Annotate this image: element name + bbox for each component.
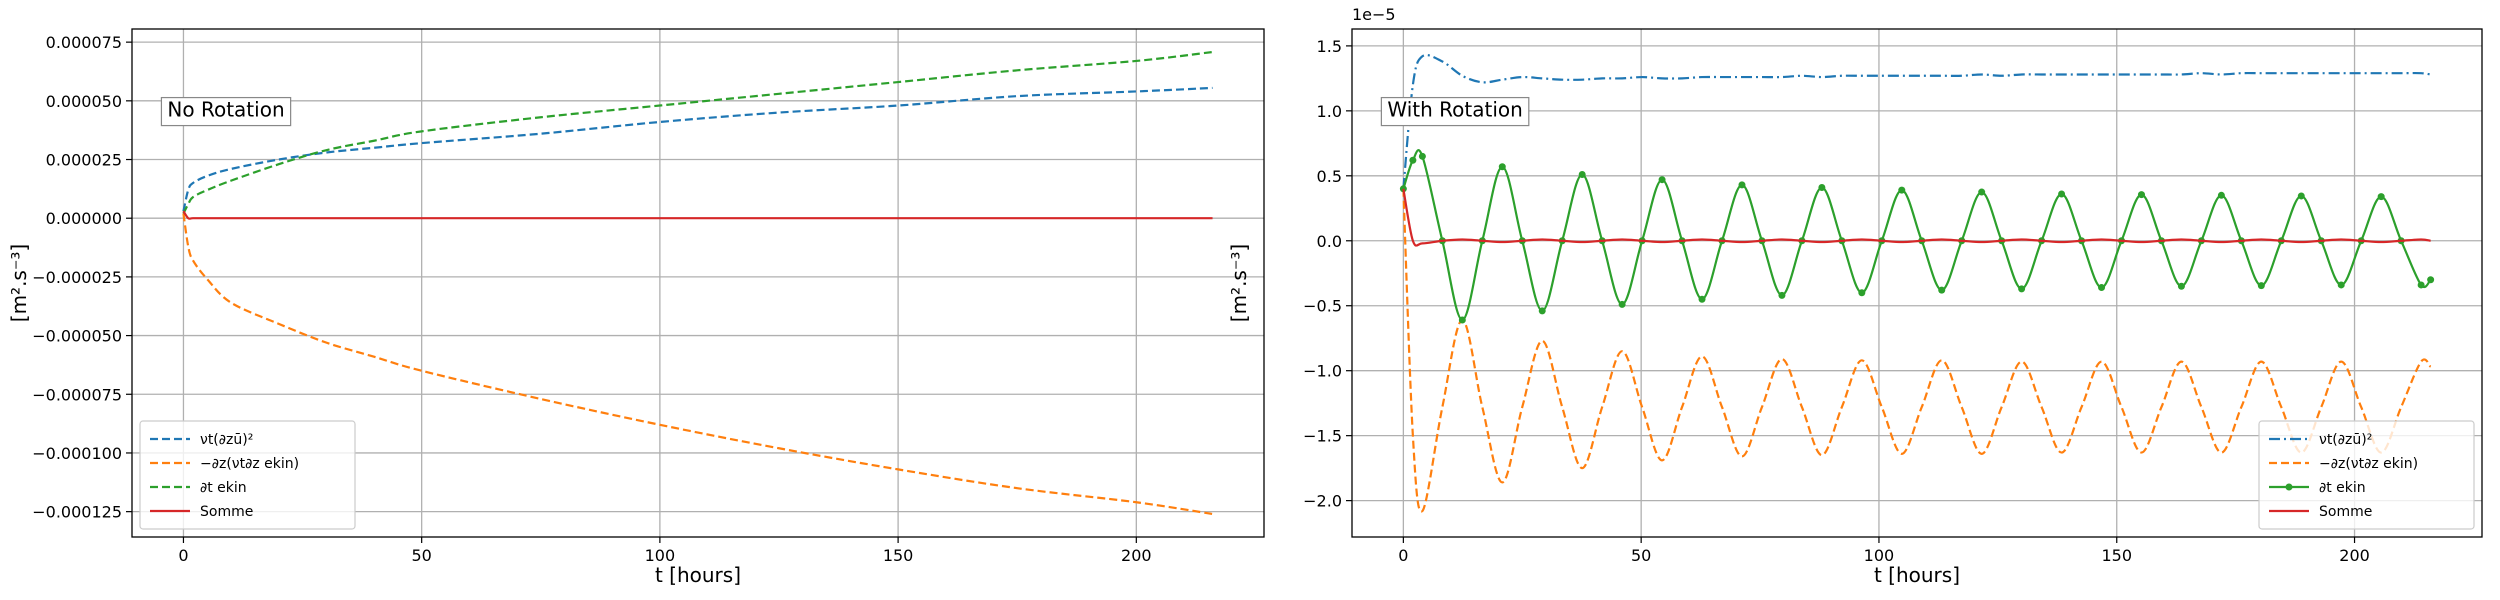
series-line — [1402, 188, 2431, 247]
y-axis-label: [m².s⁻³] — [1227, 244, 1251, 322]
legend-box — [2258, 420, 2475, 530]
data-point — [1409, 156, 1417, 164]
y-tick-label: 0.000025 — [46, 151, 122, 170]
x-tick-label: 200 — [2339, 546, 2370, 565]
data-point — [2217, 191, 2225, 199]
legend-box — [139, 420, 356, 530]
y-tick-label: 0.000050 — [46, 92, 122, 111]
plot-area — [1399, 53, 2435, 513]
data-point — [2257, 282, 2265, 290]
data-point — [1418, 152, 1426, 160]
axes-frame — [131, 28, 1265, 538]
data-point — [1458, 316, 1466, 324]
series-line — [1402, 53, 2431, 189]
data-point — [2377, 193, 2385, 201]
y-tick-label: −2.0 — [1303, 492, 1342, 511]
axes-frame — [1351, 28, 2483, 538]
y-tick-label: 0.000075 — [46, 33, 122, 52]
annotation: No Rotation — [167, 98, 284, 122]
series-line — [182, 50, 1213, 215]
annotation: With Rotation — [1387, 98, 1522, 122]
data-point — [1658, 176, 1666, 184]
legend-label: Somme — [200, 504, 253, 520]
y-tick-label: 0.0 — [1317, 232, 1342, 251]
annotation-box — [1380, 96, 1530, 127]
y-tick-label: 0.000000 — [46, 209, 122, 228]
data-point — [1938, 286, 1946, 294]
data-point — [2098, 284, 2106, 292]
data-point — [1618, 300, 1626, 308]
data-point — [1578, 171, 1586, 179]
data-point — [1538, 307, 1546, 315]
x-tick-label: 100 — [1864, 546, 1895, 565]
y-tick-label: −0.000050 — [32, 327, 122, 346]
x-tick-label: 50 — [1631, 546, 1651, 565]
annotation-box — [160, 96, 292, 127]
x-axis-label: t [hours] — [655, 563, 741, 587]
data-point — [1778, 291, 1786, 299]
data-point — [1858, 289, 1866, 297]
y-tick-label: 1.0 — [1317, 102, 1342, 121]
x-tick-label: 0 — [178, 546, 188, 565]
y-tick-label: 0.5 — [1317, 167, 1342, 186]
x-tick-label: 100 — [645, 546, 676, 565]
legend-label: −∂z(νt∂z ekin) — [2319, 456, 2418, 472]
data-point — [2137, 191, 2145, 199]
data-point — [2058, 190, 2066, 198]
data-point — [2018, 285, 2026, 293]
x-tick-label: 150 — [2101, 546, 2132, 565]
x-tick-label: 150 — [883, 546, 914, 565]
x-tick-label: 0 — [1398, 546, 1408, 565]
data-point — [1978, 188, 1986, 196]
legend-label: Somme — [2319, 504, 2372, 520]
data-point — [2427, 276, 2435, 284]
y-tick-label: −0.000075 — [32, 385, 122, 404]
data-point — [1738, 181, 1746, 189]
data-point — [2337, 281, 2345, 289]
data-point — [2177, 282, 2185, 290]
y-tick-label: −0.000125 — [32, 503, 122, 522]
series-line — [182, 213, 1213, 516]
x-tick-label: 200 — [1121, 546, 1152, 565]
plot-area — [182, 50, 1213, 516]
legend-marker — [2285, 483, 2293, 491]
data-point — [1498, 163, 1506, 171]
x-axis-label: t [hours] — [1874, 563, 1960, 587]
legend-label: νt(∂zū)² — [2319, 432, 2372, 448]
y-tick-label: −0.000100 — [32, 444, 122, 463]
y-tick-label: −1.5 — [1303, 427, 1342, 446]
data-point — [1818, 184, 1826, 192]
series-line — [1402, 188, 2432, 513]
legend-label: ∂t ekin — [200, 480, 247, 496]
y-tick-label: −1.0 — [1303, 362, 1342, 381]
data-point — [1898, 186, 1906, 194]
y-tick-label: 1.5 — [1317, 37, 1342, 56]
data-point — [1698, 295, 1706, 303]
data-point — [2417, 281, 2425, 289]
data-point — [2297, 192, 2305, 200]
y-axis-label: [m².s⁻³] — [7, 244, 31, 322]
y-tick-label: −0.000025 — [32, 268, 122, 287]
y-tick-label: −0.5 — [1303, 297, 1342, 316]
legend-label: −∂z(νt∂z ekin) — [200, 456, 299, 472]
x-tick-label: 50 — [411, 546, 431, 565]
series-line — [182, 210, 1213, 220]
legend-label: νt(∂zū)² — [200, 432, 253, 448]
legend-label: ∂t ekin — [2319, 480, 2366, 496]
y-offset-label: 1e−5 — [1352, 5, 1396, 24]
